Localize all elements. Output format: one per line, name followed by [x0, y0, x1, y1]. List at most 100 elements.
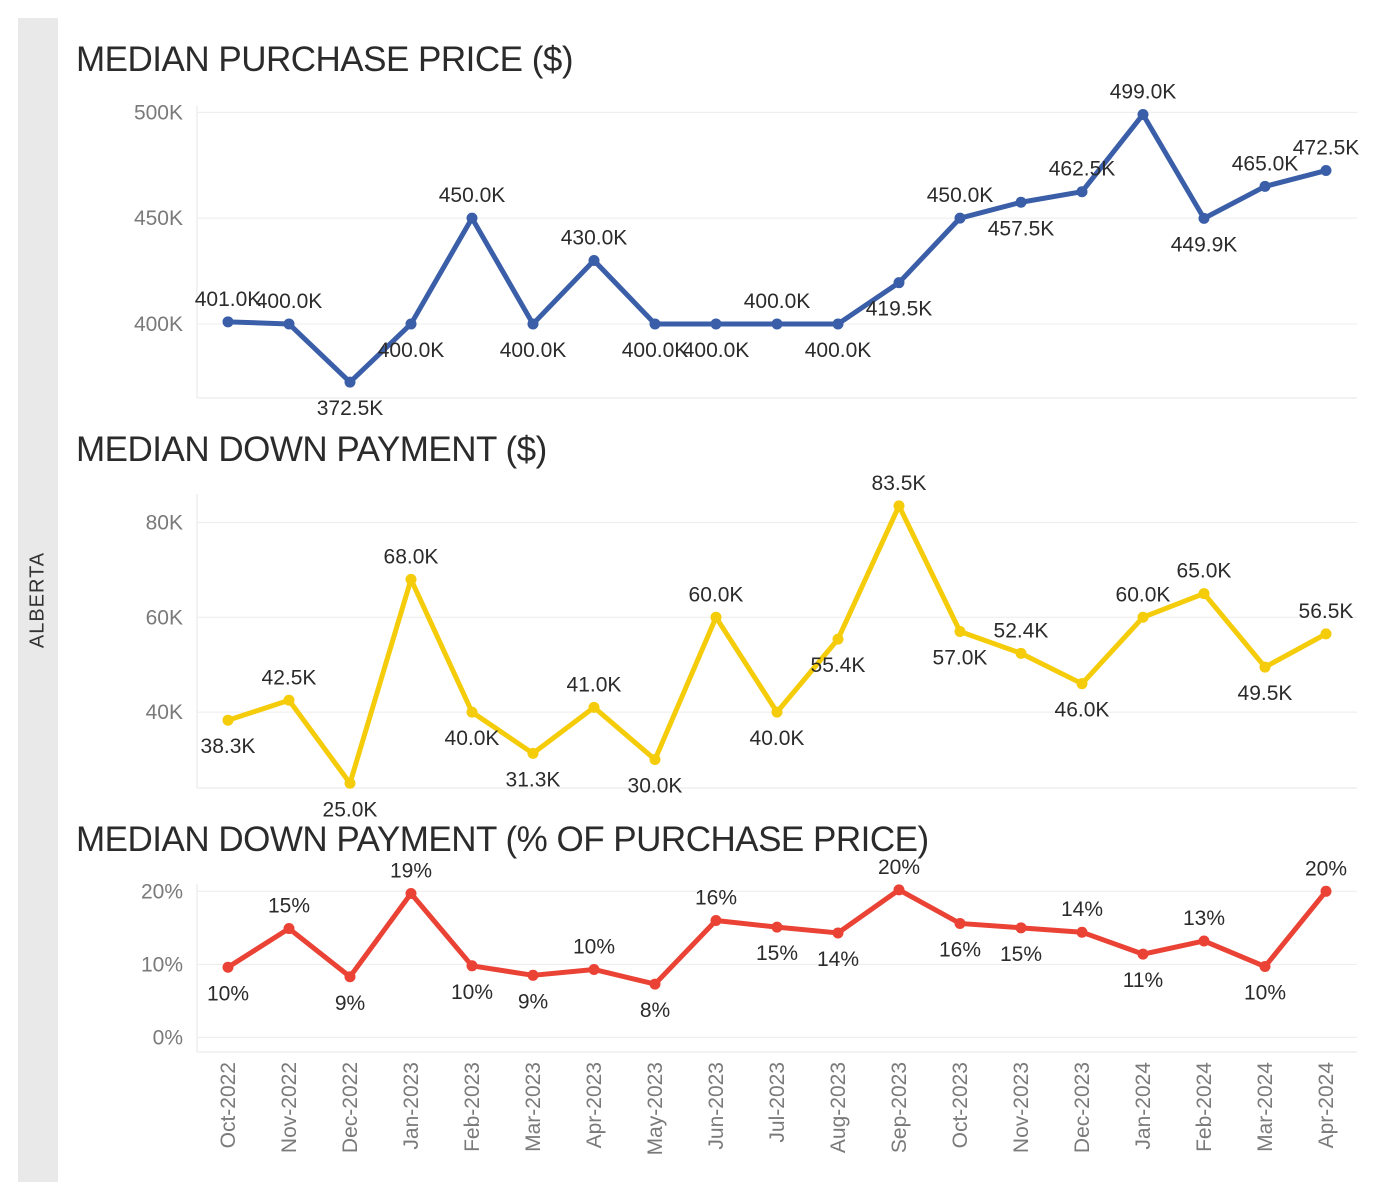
data-label: 401.0K	[195, 288, 262, 311]
data-label: 60.0K	[1116, 583, 1171, 606]
x-tick-label: Feb-2023	[461, 1062, 484, 1152]
data-point	[222, 316, 234, 328]
data-label: 11%	[1123, 969, 1163, 992]
data-point	[588, 963, 600, 975]
data-point	[710, 611, 722, 623]
data-point	[405, 573, 417, 585]
data-point	[954, 917, 966, 929]
data-label: 68.0K	[384, 545, 439, 568]
data-point	[710, 915, 722, 927]
data-point	[1259, 661, 1271, 673]
data-point	[1259, 961, 1271, 973]
data-point	[771, 706, 783, 718]
data-label: 10%	[1244, 982, 1286, 1005]
data-label: 56.5K	[1299, 600, 1354, 623]
chart-0: 400K450K500K401.0K400.0K372.5K400.0K450.…	[134, 80, 1359, 420]
data-label: 499.0K	[1110, 80, 1177, 103]
data-label: 9%	[518, 990, 548, 1013]
x-tick-label: Sep-2023	[888, 1062, 911, 1153]
data-label: 400.0K	[378, 339, 445, 362]
data-point	[1320, 885, 1332, 897]
data-label: 465.0K	[1232, 152, 1299, 175]
data-point	[405, 887, 417, 899]
data-point	[527, 318, 539, 330]
x-tick-label: Mar-2023	[522, 1062, 545, 1152]
data-point	[832, 633, 844, 645]
y-tick-label: 80K	[146, 511, 183, 534]
data-point	[283, 694, 295, 706]
data-point	[832, 318, 844, 330]
data-label: 8%	[640, 999, 670, 1022]
data-label: 400.0K	[805, 339, 872, 362]
data-point	[832, 927, 844, 939]
data-point	[527, 969, 539, 981]
data-point	[893, 277, 905, 289]
x-tick-label: Dec-2023	[1071, 1062, 1094, 1153]
data-point	[588, 254, 600, 266]
data-label: 14%	[817, 948, 859, 971]
data-label: 46.0K	[1055, 699, 1110, 722]
data-label: 40.0K	[750, 727, 805, 750]
data-point	[1259, 180, 1271, 192]
data-point	[954, 212, 966, 224]
data-label: 42.5K	[262, 666, 317, 689]
data-point	[1320, 628, 1332, 640]
data-label: 462.5K	[1049, 158, 1116, 181]
x-tick-label: Nov-2022	[278, 1062, 301, 1153]
data-label: 20%	[878, 856, 920, 879]
data-point	[710, 318, 722, 330]
x-tick-label: Dec-2022	[339, 1062, 362, 1153]
x-tick-label: Aug-2023	[827, 1062, 850, 1153]
data-label: 419.5K	[866, 298, 933, 321]
x-tick-label: Nov-2023	[1010, 1062, 1033, 1153]
x-tick-label: Jan-2024	[1132, 1062, 1155, 1150]
purchase-price-title: MEDIAN PURCHASE PRICE ($)	[76, 40, 574, 79]
down-payment-title: MEDIAN DOWN PAYMENT ($)	[76, 430, 547, 469]
data-point	[893, 500, 905, 512]
data-point	[1015, 196, 1027, 208]
data-point	[344, 971, 356, 983]
row-header-band	[18, 18, 58, 1182]
data-point	[283, 923, 295, 935]
data-point	[588, 701, 600, 713]
data-label: 400.0K	[622, 339, 689, 362]
data-label: 60.0K	[689, 583, 744, 606]
data-label: 49.5K	[1238, 682, 1293, 705]
data-label: 400.0K	[744, 290, 811, 313]
data-point	[649, 978, 661, 990]
y-tick-label: 40K	[146, 701, 183, 724]
data-label: 472.5K	[1293, 137, 1360, 160]
data-label: 38.3K	[201, 735, 256, 758]
x-tick-label: Jun-2023	[705, 1062, 728, 1150]
data-point	[1320, 165, 1332, 177]
data-label: 20%	[1305, 857, 1347, 880]
data-label: 372.5K	[317, 397, 384, 420]
y-tick-label: 20%	[141, 880, 183, 903]
data-label: 15%	[1000, 943, 1042, 966]
data-point	[954, 626, 966, 638]
data-label: 430.0K	[561, 226, 628, 249]
data-label: 10%	[573, 935, 615, 958]
data-label: 450.0K	[927, 184, 994, 207]
data-label: 57.0K	[933, 647, 988, 670]
data-label: 13%	[1183, 907, 1225, 930]
x-tick-label: Jul-2023	[766, 1062, 789, 1143]
data-point	[1198, 588, 1210, 600]
data-label: 16%	[939, 938, 981, 961]
x-tick-label: Jan-2023	[400, 1062, 423, 1150]
data-point	[527, 747, 539, 759]
data-label: 457.5K	[988, 217, 1055, 240]
data-label: 40.0K	[445, 727, 500, 750]
data-point	[649, 318, 661, 330]
x-axis: Oct-2022 Nov-2022 Dec-2022 Jan-2023 Feb-2023…	[217, 1062, 1338, 1156]
y-tick-label: 500K	[134, 101, 183, 124]
data-label: 52.4K	[994, 619, 1049, 642]
data-point	[893, 884, 905, 896]
data-label: 10%	[451, 981, 493, 1004]
chart-2: 0% 10% 20% 10% 15% 9% 19% 10% 9% 10% 8% 16% 15% 14% 20…	[141, 856, 1357, 1053]
data-label: 400.0K	[256, 290, 323, 313]
data-label: 55.4K	[811, 654, 866, 677]
data-label: 10%	[207, 982, 249, 1005]
data-label: 15%	[268, 895, 310, 918]
